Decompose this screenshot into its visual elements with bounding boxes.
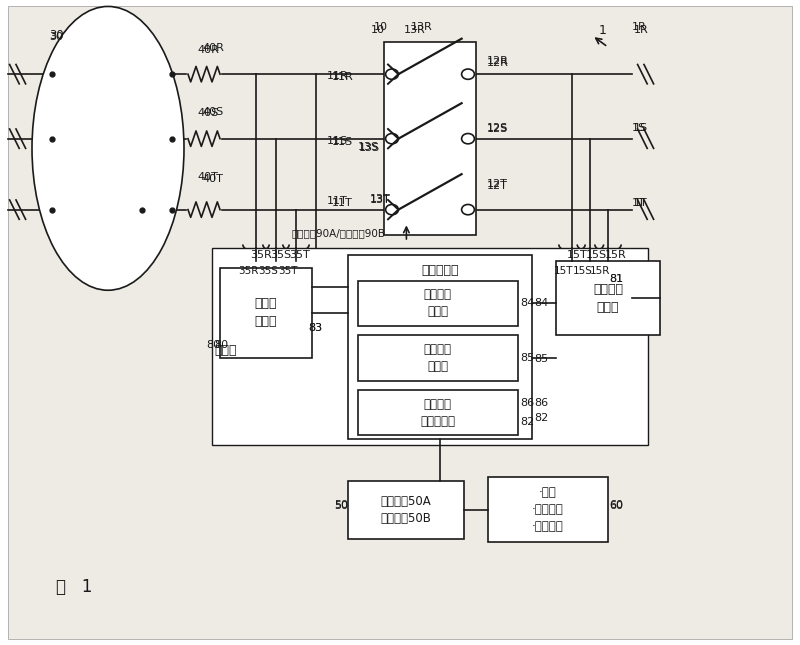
Text: 控制部: 控制部 [214, 344, 237, 357]
Bar [556, 261, 660, 335]
Text: 12R: 12R [486, 56, 508, 66]
Text: 断开信号90A/闭合信号90B: 断开信号90A/闭合信号90B [292, 228, 386, 239]
Text: 81: 81 [610, 273, 624, 284]
Text: ·温度
·操作压力
·控制电压: ·温度 ·操作压力 ·控制电压 [532, 486, 564, 533]
Text: 1S: 1S [634, 123, 648, 133]
Text: 断开时刻
运算部: 断开时刻 运算部 [424, 288, 451, 318]
Text: 35R: 35R [250, 250, 272, 260]
Bar [348, 255, 532, 439]
Text: 11S: 11S [332, 137, 353, 147]
Text: 40R: 40R [202, 43, 224, 54]
Text: 60: 60 [610, 501, 624, 511]
Bar [212, 248, 648, 445]
Text: 15S: 15S [586, 250, 606, 260]
Text: 13T: 13T [370, 194, 390, 204]
Bar [220, 268, 312, 358]
Text: 15T: 15T [566, 250, 587, 260]
Text: 15R: 15R [605, 250, 626, 260]
Text: 85: 85 [520, 353, 534, 363]
Text: 35T: 35T [278, 266, 298, 276]
Text: 断开指令50A
闭合指令50B: 断开指令50A 闭合指令50B [381, 495, 431, 524]
Text: 82: 82 [534, 413, 549, 423]
Text: 35R: 35R [238, 266, 258, 276]
Bar [348, 481, 464, 539]
Text: 1T: 1T [634, 198, 647, 208]
Text: 86: 86 [520, 398, 534, 408]
Bar [384, 42, 476, 235]
Text: 40S: 40S [198, 108, 219, 118]
Text: 15R: 15R [590, 266, 610, 276]
Circle shape [386, 204, 398, 215]
Circle shape [462, 134, 474, 144]
Text: 13T: 13T [370, 195, 390, 205]
Text: 闭合时刻
运算部: 闭合时刻 运算部 [424, 343, 451, 373]
Text: 基准时刻
检测部: 基准时刻 检测部 [593, 283, 623, 314]
Text: 12S: 12S [486, 123, 508, 133]
Text: 1: 1 [598, 25, 606, 37]
Text: 40T: 40T [202, 174, 223, 184]
Text: 图   1: 图 1 [56, 578, 92, 596]
Circle shape [386, 69, 398, 79]
Text: 82: 82 [520, 417, 534, 428]
Text: 1R: 1R [634, 25, 648, 35]
Bar [358, 281, 518, 326]
Text: 84: 84 [520, 298, 534, 308]
Text: 86: 86 [534, 398, 549, 408]
Text: 1T: 1T [632, 198, 646, 208]
Circle shape [386, 134, 398, 144]
Text: 1R: 1R [632, 22, 646, 32]
Text: 40S: 40S [202, 106, 224, 117]
Text: 30: 30 [50, 29, 64, 42]
Text: 11T: 11T [326, 196, 347, 206]
Bar [358, 390, 518, 435]
Text: 30: 30 [50, 32, 64, 43]
Text: 11T: 11T [332, 198, 353, 208]
Text: 10: 10 [371, 25, 386, 35]
Text: 1S: 1S [632, 123, 646, 133]
Text: 35S: 35S [270, 250, 291, 260]
Circle shape [462, 69, 474, 79]
Text: 35T: 35T [290, 250, 310, 260]
Text: 83: 83 [308, 322, 322, 333]
Text: 80: 80 [214, 340, 229, 350]
Text: 13S: 13S [358, 143, 379, 154]
Circle shape [462, 204, 474, 215]
Text: 85: 85 [534, 354, 549, 364]
Text: 剩磁通
检测部: 剩磁通 检测部 [254, 297, 278, 328]
Bar [488, 477, 608, 542]
Text: 81: 81 [610, 273, 624, 284]
Text: 40R: 40R [198, 45, 219, 55]
Text: 50: 50 [334, 500, 349, 510]
Text: 12T: 12T [486, 181, 507, 191]
Text: 11R: 11R [332, 72, 354, 83]
Text: 11R: 11R [326, 71, 348, 81]
Text: 40T: 40T [198, 172, 218, 183]
Text: 12T: 12T [486, 179, 507, 189]
Text: 15T: 15T [554, 266, 574, 276]
Text: 10: 10 [374, 22, 388, 32]
Text: 励磁冲击
电流判定部: 励磁冲击 电流判定部 [420, 398, 455, 428]
Text: 60: 60 [610, 500, 624, 510]
Text: 12R: 12R [486, 58, 508, 68]
Text: 12S: 12S [486, 124, 508, 134]
Text: 13R: 13R [404, 25, 426, 35]
Text: 动作控制部: 动作控制部 [422, 264, 458, 277]
Text: 11S: 11S [326, 135, 347, 146]
Text: 84: 84 [534, 298, 549, 308]
Text: 13S: 13S [358, 142, 378, 152]
Text: 13R: 13R [410, 22, 432, 32]
Text: 35S: 35S [258, 266, 278, 276]
Text: 83: 83 [308, 322, 322, 333]
Bar [358, 335, 518, 381]
Text: 80: 80 [206, 340, 221, 350]
Ellipse shape [32, 6, 184, 290]
Text: 50: 50 [334, 501, 349, 511]
Text: 15S: 15S [573, 266, 592, 276]
